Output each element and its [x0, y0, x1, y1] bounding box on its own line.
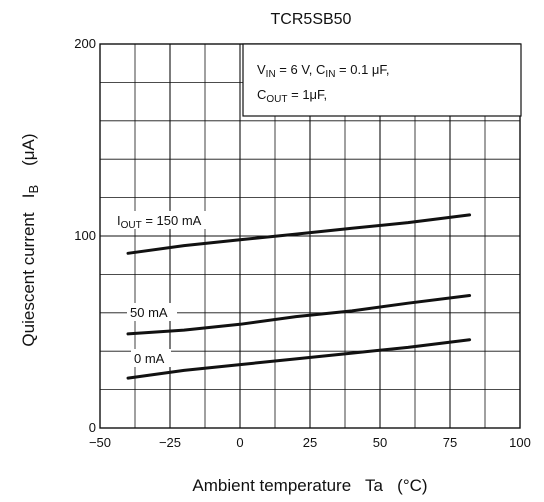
- svg-text:Quiescent current IB (μA): Quiescent current IB (μA): [19, 133, 41, 346]
- x-tick-label: 0: [236, 435, 243, 450]
- series-line-0ma: [126, 338, 472, 380]
- y-axis-label-main: Quiescent current I: [19, 193, 38, 346]
- conditions-line-1: VIN = 6 V, CIN = 0.1 μF,: [257, 62, 390, 80]
- y-axis-label-unit: (μA): [19, 133, 38, 165]
- chart-title: TCR5SB50: [271, 11, 352, 28]
- conditions-line-2: COUT = 1μF,: [257, 87, 327, 105]
- x-axis-label: Ambient temperature Ta (°C): [192, 476, 427, 495]
- series-labels: IOUT = 150 mA 50 mA 0 mA: [115, 211, 235, 367]
- x-tick-labels: −50 −25 0 25 50 75 100: [89, 435, 531, 450]
- x-tick-label: −25: [159, 435, 181, 450]
- series-line-150ma: [126, 213, 472, 255]
- y-tick-label: 200: [74, 36, 96, 51]
- y-axis-label-sub: B: [26, 185, 41, 194]
- x-tick-label: −50: [89, 435, 111, 450]
- series-label-bg-50ma: [127, 303, 177, 321]
- series-line-50ma: [126, 294, 472, 336]
- x-tick-label: 100: [509, 435, 531, 450]
- series-label-bg-150ma: [115, 211, 235, 229]
- y-axis-label: Quiescent current IB (μA): [19, 133, 41, 346]
- series-label-50ma: 50 mA: [130, 305, 168, 320]
- y-tick-label: 100: [74, 228, 96, 243]
- y-tick-label: 0: [89, 420, 96, 435]
- series-lines: [126, 213, 472, 380]
- x-tick-label: 75: [443, 435, 457, 450]
- series-label-150ma: IOUT = 150 mA: [117, 213, 202, 231]
- series-label-0ma: 0 mA: [134, 351, 165, 366]
- conditions-box-frame: [242, 43, 522, 117]
- series-label-bg-0ma: [131, 349, 171, 367]
- y-tick-labels: 0 100 200: [74, 36, 96, 435]
- x-tick-label: 50: [373, 435, 387, 450]
- x-tick-label: 25: [303, 435, 317, 450]
- conditions-box: VIN = 6 V, CIN = 0.1 μF, COUT = 1μF,: [242, 43, 522, 117]
